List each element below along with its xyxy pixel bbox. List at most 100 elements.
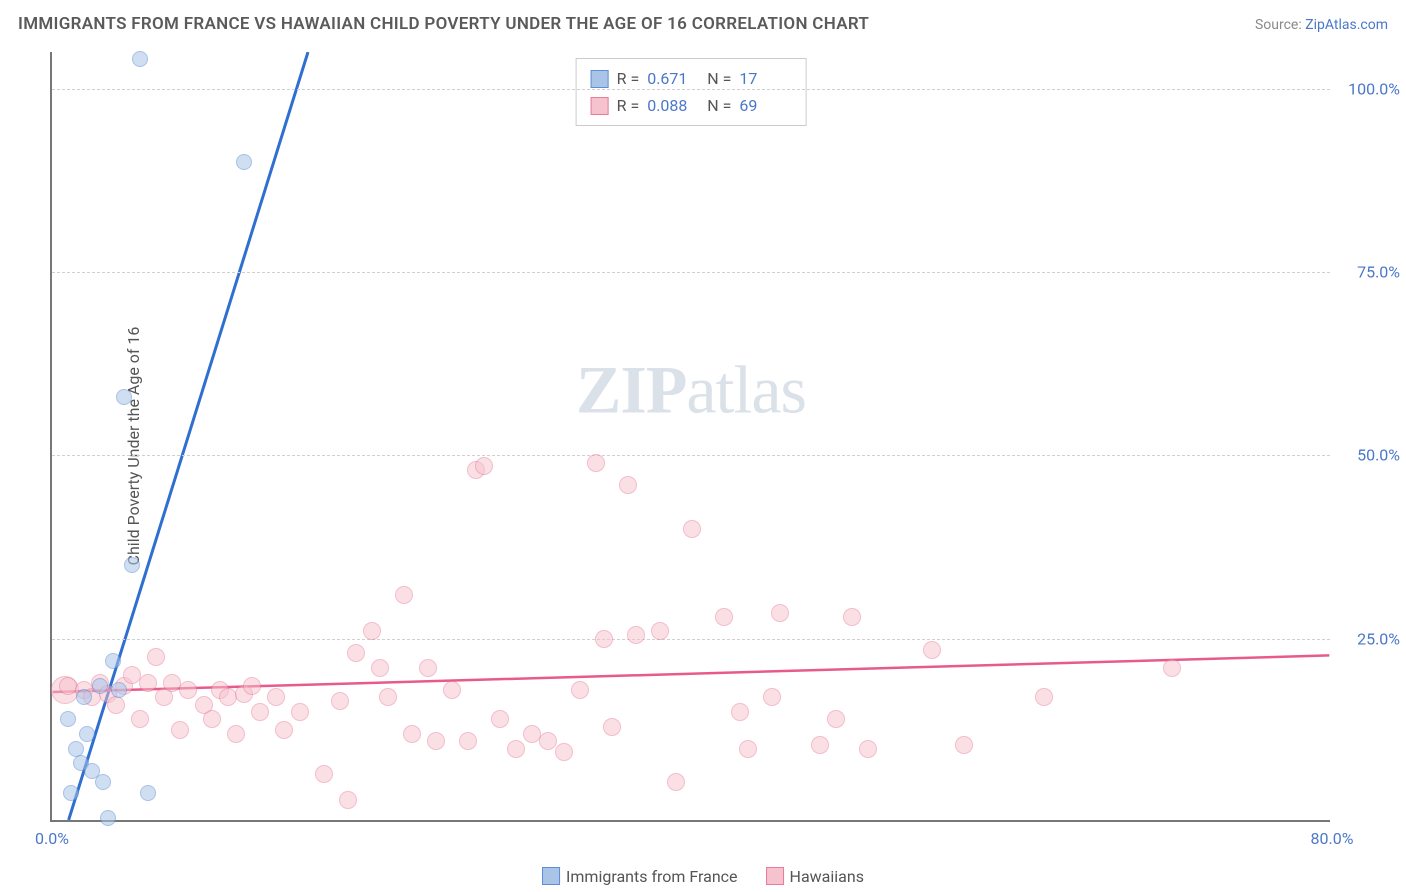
data-point-hawaiians xyxy=(771,604,789,622)
data-point-hawaiians xyxy=(419,659,437,677)
watermark-zip: ZIP xyxy=(576,351,686,427)
stat-n-label: N = xyxy=(707,92,731,119)
legend-swatch xyxy=(766,867,784,885)
header-bar: IMMIGRANTS FROM FRANCE VS HAWAIIAN CHILD… xyxy=(18,14,1388,34)
data-point-hawaiians xyxy=(1163,659,1181,677)
data-point-hawaiians xyxy=(715,608,733,626)
gridline-h xyxy=(52,455,1330,456)
data-point-hawaiians xyxy=(491,710,509,728)
data-point-france xyxy=(76,689,92,705)
watermark: ZIPatlas xyxy=(576,350,806,429)
data-point-hawaiians xyxy=(339,791,357,809)
stat-r-label: R = xyxy=(617,92,640,119)
legend-stats-box: R =0.671N =17R =0.088N =69 xyxy=(576,58,807,126)
legend-stats-row-hawaiians: R = 0.088 N = 69 xyxy=(591,92,792,119)
y-tick-label: 75.0% xyxy=(1340,263,1400,282)
stat-r-value: 0.088 xyxy=(647,92,699,119)
stat-n-value: 69 xyxy=(739,92,791,119)
data-point-hawaiians xyxy=(923,641,941,659)
data-point-hawaiians xyxy=(1035,688,1053,706)
y-tick-label: 100.0% xyxy=(1340,79,1400,98)
data-point-hawaiians xyxy=(331,692,349,710)
data-point-france xyxy=(111,682,127,698)
legend-swatch xyxy=(591,97,609,115)
data-point-hawaiians xyxy=(395,586,413,604)
data-point-hawaiians xyxy=(595,630,613,648)
data-point-hawaiians xyxy=(627,626,645,644)
data-point-hawaiians xyxy=(179,681,197,699)
data-point-hawaiians xyxy=(291,703,309,721)
data-point-france xyxy=(236,154,252,170)
data-point-france xyxy=(60,711,76,727)
data-point-hawaiians xyxy=(731,703,749,721)
gridline-h xyxy=(52,89,1330,90)
data-point-hawaiians xyxy=(603,718,621,736)
legend-swatch xyxy=(542,867,560,885)
data-point-hawaiians xyxy=(371,659,389,677)
data-point-france xyxy=(95,774,111,790)
source-prefix: Source: xyxy=(1255,17,1305,33)
data-point-france xyxy=(105,653,121,669)
legend-item-france: Immigrants from France xyxy=(542,867,738,886)
data-point-hawaiians xyxy=(739,740,757,758)
data-point-france xyxy=(132,51,148,67)
data-point-france xyxy=(100,810,116,826)
data-point-hawaiians xyxy=(667,773,685,791)
data-point-hawaiians xyxy=(539,732,557,750)
data-point-hawaiians xyxy=(251,703,269,721)
data-point-hawaiians xyxy=(811,736,829,754)
legend-label: Hawaiians xyxy=(790,867,864,886)
y-tick-label: 25.0% xyxy=(1340,629,1400,648)
data-point-hawaiians xyxy=(955,736,973,754)
data-point-france xyxy=(63,785,79,801)
gridline-h xyxy=(52,272,1330,273)
watermark-atlas: atlas xyxy=(686,351,806,427)
data-point-hawaiians xyxy=(147,648,165,666)
gridline-h xyxy=(52,639,1330,640)
source-credit: Source: ZipAtlas.com xyxy=(1255,17,1388,33)
legend-item-hawaiians: Hawaiians xyxy=(766,867,864,886)
data-point-hawaiians xyxy=(763,688,781,706)
data-point-hawaiians xyxy=(475,457,493,475)
data-point-hawaiians xyxy=(227,725,245,743)
data-point-hawaiians xyxy=(843,608,861,626)
x-tick-label: 80.0% xyxy=(1311,829,1354,848)
data-point-hawaiians xyxy=(203,710,221,728)
data-point-hawaiians xyxy=(59,677,77,695)
data-point-hawaiians xyxy=(347,644,365,662)
data-point-france xyxy=(140,785,156,801)
x-tick-label: 0.0% xyxy=(35,829,69,848)
data-point-hawaiians xyxy=(827,710,845,728)
data-point-hawaiians xyxy=(403,725,421,743)
plot-area: ZIPatlas R =0.671N =17R =0.088N =69 25.0… xyxy=(50,52,1330,822)
data-point-hawaiians xyxy=(571,681,589,699)
data-point-hawaiians xyxy=(363,622,381,640)
y-tick-label: 50.0% xyxy=(1340,446,1400,465)
data-point-hawaiians xyxy=(243,677,261,695)
legend-bottom: Immigrants from France Hawaiians xyxy=(542,867,864,886)
data-point-france xyxy=(124,557,140,573)
data-point-france xyxy=(68,741,84,757)
chart-title: IMMIGRANTS FROM FRANCE VS HAWAIIAN CHILD… xyxy=(18,14,869,34)
source-link[interactable]: ZipAtlas.com xyxy=(1305,17,1388,33)
data-point-france xyxy=(92,678,108,694)
data-point-hawaiians xyxy=(427,732,445,750)
data-point-hawaiians xyxy=(315,765,333,783)
data-point-hawaiians xyxy=(651,622,669,640)
data-point-france xyxy=(116,389,132,405)
data-point-hawaiians xyxy=(443,681,461,699)
legend-label: Immigrants from France xyxy=(566,867,738,886)
data-point-hawaiians xyxy=(555,743,573,761)
data-point-hawaiians xyxy=(171,721,189,739)
data-point-france xyxy=(79,726,95,742)
data-point-hawaiians xyxy=(859,740,877,758)
data-point-hawaiians xyxy=(107,696,125,714)
data-point-hawaiians xyxy=(587,454,605,472)
data-point-hawaiians xyxy=(459,732,477,750)
data-point-hawaiians xyxy=(139,674,157,692)
data-point-hawaiians xyxy=(683,520,701,538)
data-point-hawaiians xyxy=(507,740,525,758)
data-point-hawaiians xyxy=(379,688,397,706)
data-point-hawaiians xyxy=(131,710,149,728)
data-point-hawaiians xyxy=(275,721,293,739)
